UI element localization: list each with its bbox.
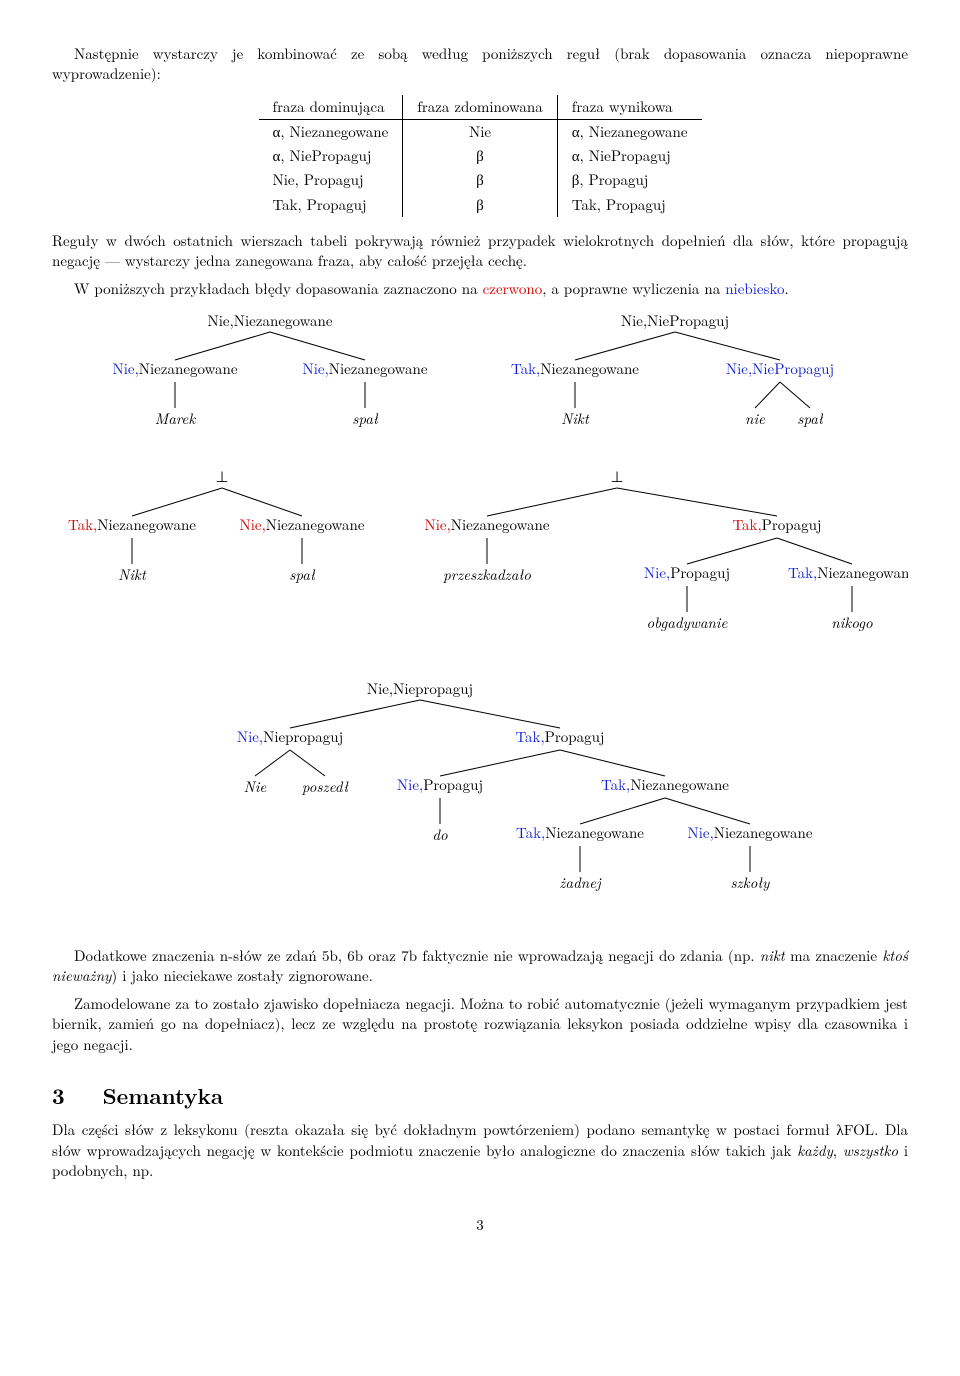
cell: β: [403, 168, 557, 192]
leaf: spał: [352, 408, 379, 429]
node: Nie,Propaguj: [397, 774, 483, 795]
cell: α, NiePropaguj: [557, 144, 701, 168]
text: , a poprawne wyliczenia na: [542, 278, 725, 299]
node-root: Nie,Niepropaguj: [367, 678, 473, 699]
text: Dodatkowe znaczenia n-słów ze zdań 5b, 6…: [74, 945, 760, 966]
node-root: ⊥: [215, 466, 228, 487]
cell: α, Niezanegowane: [259, 119, 403, 144]
text: .: [784, 278, 788, 299]
text: Dla części słów z leksykonu (reszta okaz…: [52, 1119, 908, 1160]
table-header-row: fraza dominująca fraza zdominowana fraza…: [259, 95, 702, 120]
text-blue: niebiesko: [725, 278, 784, 299]
leaf: poszedł: [302, 776, 349, 797]
leaf: Nikt: [561, 408, 590, 429]
table-row: Tak, Propaguj β Tak, Propaguj: [259, 193, 702, 217]
cell: β: [403, 144, 557, 168]
node: Nie,Niezanegowane: [240, 514, 365, 535]
text: W poniższych przykładach błędy dopasowan…: [74, 278, 483, 299]
leaf: spał: [797, 408, 824, 429]
table-row: α, NiePropaguj β α, NiePropaguj: [259, 144, 702, 168]
trees-row-1: Nie,Niezanegowane Nie,Niezanegowane Nie,…: [52, 308, 908, 458]
node-root: Nie,Niezanegowane: [208, 310, 333, 331]
node: Nie,Niezanegowane: [424, 514, 549, 535]
tree-5-wrap: Nie,Niepropaguj Nie,Niepropaguj Tak,Prop…: [52, 676, 908, 946]
leaf: Marek: [155, 408, 197, 429]
leaf: szkoły: [731, 872, 771, 893]
table-row: α, Niezanegowane Nie α, Niezanegowane: [259, 119, 702, 144]
node: Tak,Niezanegowane: [511, 358, 639, 379]
leaf: przeszkadzało: [443, 564, 531, 585]
node: Tak,Niezanegowane: [68, 514, 196, 535]
section-heading: 3 Semantyka: [52, 1081, 908, 1111]
leaf: nie: [745, 408, 766, 429]
tree-4: ⊥ Nie,Niezanegowane Tak,Propaguj przeszk…: [377, 464, 908, 664]
cell: Nie, Propaguj: [259, 168, 403, 192]
node: Tak,Propaguj: [732, 514, 821, 535]
section-title: Semantyka: [103, 1080, 224, 1111]
text: ) i jako nieciekawe zostały zignorowane.: [111, 965, 372, 986]
paragraph-genitive: Zamodelowane za to zostało zjawisko dope…: [52, 994, 908, 1055]
node-root: Nie,NiePropaguj: [621, 310, 729, 331]
paragraph-color-legend: W poniższych przykładach błędy dopasowan…: [52, 279, 908, 299]
cell: α, NiePropaguj: [259, 144, 403, 168]
node: Tak,Niezanegowane: [601, 774, 729, 795]
text-italic: wszystko: [843, 1140, 898, 1161]
cell: Tak, Propaguj: [557, 193, 701, 217]
node: Nie,Niepropaguj: [237, 726, 343, 747]
text-italic: nikt: [760, 945, 785, 966]
text-red: czerwono: [483, 278, 543, 299]
leaf: żadnej: [559, 872, 602, 893]
leaf: Nie: [244, 776, 268, 797]
node: Nie,Propaguj: [644, 562, 730, 583]
col-head-3: fraza wynikowa: [557, 95, 701, 120]
tree-2: Nie,NiePropaguj Tak,Niezanegowane Nie,Ni…: [460, 308, 880, 458]
node: Tak,Niezanegowane: [788, 562, 908, 583]
leaf: nikogo: [831, 612, 873, 633]
node: Nie,NiePropaguj: [726, 358, 834, 379]
cell: β: [403, 193, 557, 217]
cell: α, Niezanegowane: [557, 119, 701, 144]
node: Nie,Niezanegowane: [303, 358, 428, 379]
leaf: do: [432, 824, 448, 845]
paragraph-nwords: Dodatkowe znaczenia n-słów ze zdań 5b, 6…: [52, 946, 908, 987]
table-row: Nie, Propaguj β β, Propaguj: [259, 168, 702, 192]
text-italic: każdy: [797, 1140, 833, 1161]
cell: β, Propaguj: [557, 168, 701, 192]
rules-table: fraza dominująca fraza zdominowana fraza…: [259, 95, 702, 217]
leaf: spał: [289, 564, 316, 585]
tree-1: Nie,Niezanegowane Nie,Niezanegowane Nie,…: [80, 308, 460, 458]
section-number: 3: [52, 1080, 65, 1111]
trees-row-2: ⊥ Tak,Niezanegowane Nie,Niezanegowane Ni…: [52, 464, 908, 664]
node: Tak,Niezanegowane: [516, 822, 644, 843]
node-root: ⊥: [610, 466, 623, 487]
text: ma znaczenie: [785, 945, 883, 966]
leaf: obgadywanie: [646, 612, 728, 633]
cell: Nie: [403, 119, 557, 144]
col-head-1: fraza dominująca: [259, 95, 403, 120]
paragraph-rules-note: Reguły w dwóch ostatnich wierszach tabel…: [52, 231, 908, 272]
text: ,: [833, 1140, 843, 1161]
paragraph-semantics: Dla części słów z leksykonu (reszta okaz…: [52, 1120, 908, 1181]
tree-3: ⊥ Tak,Niezanegowane Nie,Niezanegowane Ni…: [52, 464, 377, 614]
cell: Tak, Propaguj: [259, 193, 403, 217]
node: Nie,Niezanegowane: [688, 822, 813, 843]
intro-paragraph: Następnie wystarczy je kombinować ze sob…: [52, 44, 908, 85]
node: Tak,Propaguj: [515, 726, 604, 747]
tree-5: Nie,Niepropaguj Nie,Niepropaguj Tak,Prop…: [120, 676, 840, 946]
leaf: Nikt: [118, 564, 147, 585]
node: Nie,Niezanegowane: [113, 358, 238, 379]
page-number: 3: [52, 1215, 908, 1235]
col-head-2: fraza zdominowana: [403, 95, 557, 120]
